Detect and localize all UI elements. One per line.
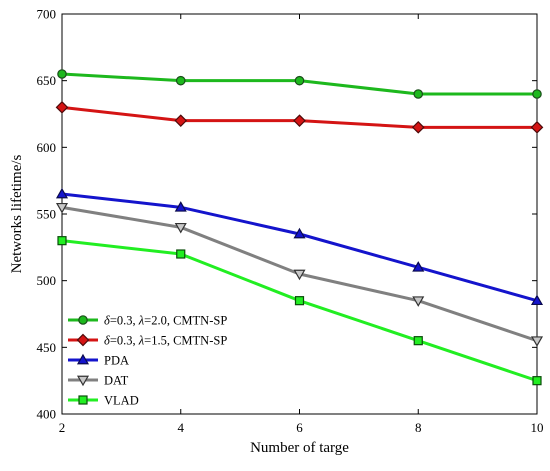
data-point-series-5 <box>413 336 423 346</box>
data-point-series-5 <box>57 236 67 246</box>
data-point-series-4 <box>530 336 544 347</box>
data-point-series-3 <box>55 187 69 199</box>
x-tick-label: 10 <box>531 420 544 435</box>
data-point-series-4 <box>412 296 425 307</box>
data-point-series-3 <box>174 201 187 212</box>
data-point-series-3 <box>530 294 544 306</box>
y-tick-label: 500 <box>37 273 57 288</box>
data-point-series-2 <box>530 120 544 134</box>
data-point-series-5 <box>176 249 186 259</box>
x-axis-title: Number of targe <box>250 440 349 456</box>
y-tick-label: 450 <box>37 340 57 355</box>
y-tick-label: 600 <box>37 140 57 155</box>
data-point-series-1 <box>294 75 305 86</box>
y-axis-title: Networks lifetime/s <box>9 154 25 273</box>
data-point-series-4 <box>293 269 306 281</box>
y-tick-label: 400 <box>37 407 57 422</box>
legend-label: VLAD <box>104 394 139 408</box>
legend-item: PDA <box>68 354 129 368</box>
legend-label: DAT <box>104 374 129 388</box>
y-tick-label: 700 <box>37 7 57 22</box>
series-line-5 <box>61 239 538 383</box>
data-point-series-1 <box>57 69 67 79</box>
data-point-series-2 <box>174 114 188 128</box>
legend-item: VLAD <box>68 394 139 408</box>
data-point-series-5 <box>532 376 542 386</box>
plot-area <box>61 13 538 415</box>
x-tick-label: 6 <box>296 420 303 435</box>
legend-marker <box>76 333 90 347</box>
legend-label: δ=0.3, λ=1.5, CMTN-SP <box>104 334 227 348</box>
data-point-series-2 <box>293 114 306 128</box>
legend-label: δ=0.3, λ=2.0, CMTN-SP <box>104 314 227 328</box>
y-tick-label: 650 <box>37 73 57 88</box>
data-point-series-2 <box>411 120 425 134</box>
axis-ticks: 2 4 6 8 10 400 450 500 550 600 650 700 <box>37 7 544 436</box>
x-tick-label: 4 <box>178 420 185 435</box>
data-point-series-1 <box>413 89 424 99</box>
data-point-series-1 <box>532 89 542 99</box>
legend-marker <box>76 375 90 387</box>
data-point-series-3 <box>412 261 425 272</box>
data-point-series-5 <box>294 296 305 306</box>
x-tick-label: 8 <box>415 420 422 435</box>
legend: δ=0.3, λ=2.0, CMTN-SP δ=0.3, λ=1.5, CMTN-… <box>68 314 227 408</box>
data-point-series-2 <box>55 100 69 114</box>
series-markers <box>55 69 544 386</box>
legend-label: PDA <box>104 354 129 368</box>
legend-marker <box>78 395 88 405</box>
legend-marker <box>76 353 90 365</box>
legend-item: δ=0.3, λ=2.0, CMTN-SP <box>68 314 227 328</box>
data-point-series-3 <box>293 227 306 239</box>
data-point-series-4 <box>55 202 69 214</box>
legend-item: DAT <box>68 374 129 388</box>
x-tick-label: 2 <box>59 420 66 435</box>
legend-marker <box>78 315 88 325</box>
y-tick-label: 550 <box>37 207 57 222</box>
data-point-series-1 <box>175 75 186 86</box>
legend-item: δ=0.3, λ=1.5, CMTN-SP <box>68 334 227 348</box>
data-point-series-4 <box>174 222 187 234</box>
